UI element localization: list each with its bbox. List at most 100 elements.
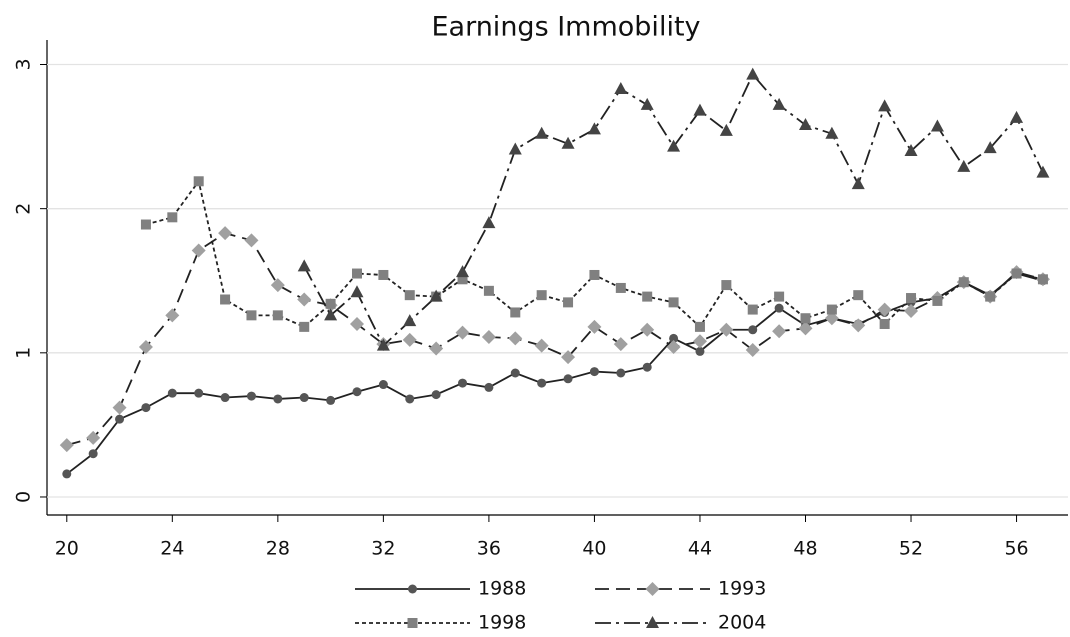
data-point — [297, 292, 312, 307]
data-point — [906, 293, 917, 304]
data-point — [456, 265, 470, 278]
data-point — [879, 318, 890, 329]
legend-marker — [646, 616, 659, 628]
data-point — [510, 368, 520, 378]
data-point — [59, 438, 74, 453]
data-point — [930, 119, 944, 132]
data-point — [325, 298, 336, 309]
legend-marker — [408, 584, 417, 594]
data-point — [851, 177, 865, 190]
data-point — [824, 311, 839, 326]
data-point — [404, 290, 415, 301]
data-point — [429, 289, 443, 302]
data-point — [746, 67, 760, 80]
x-tick-label: 48 — [793, 538, 817, 560]
data-point — [191, 243, 206, 258]
data-point — [693, 103, 707, 116]
data-point — [115, 414, 125, 424]
data-point — [985, 291, 996, 302]
data-point — [877, 302, 892, 317]
data-point — [932, 295, 943, 306]
data-point — [218, 226, 233, 241]
data-point — [957, 159, 971, 172]
data-point — [403, 314, 417, 327]
data-point — [642, 362, 652, 372]
data-point — [86, 430, 101, 445]
chart-title: Earnings Immobility — [431, 12, 700, 43]
data-point — [537, 378, 547, 388]
x-tick-label: 52 — [899, 538, 923, 560]
data-point — [616, 368, 626, 378]
data-point — [800, 313, 811, 324]
data-point — [378, 380, 388, 390]
data-point — [246, 391, 256, 401]
data-point — [299, 393, 309, 403]
data-point — [482, 216, 496, 229]
data-point — [88, 449, 98, 459]
data-point — [983, 141, 997, 154]
data-point — [62, 469, 72, 479]
data-point — [561, 136, 575, 149]
data-point — [297, 259, 311, 272]
data-point — [615, 282, 626, 293]
data-point — [825, 126, 839, 139]
data-point — [719, 123, 733, 136]
data-point — [270, 278, 285, 293]
y-tick-label: 2 — [13, 203, 35, 215]
data-point — [455, 325, 470, 340]
data-point — [141, 403, 151, 413]
data-point — [904, 304, 919, 319]
x-tick-label: 40 — [582, 538, 606, 560]
data-point — [668, 297, 679, 308]
data-point — [405, 394, 415, 404]
x-tick-label: 28 — [266, 538, 290, 560]
x-tick-label: 24 — [160, 538, 184, 560]
data-point — [798, 321, 813, 336]
legend-label: 1988 — [478, 578, 526, 600]
data-point — [378, 269, 389, 280]
data-point — [666, 340, 681, 355]
data-point — [772, 324, 787, 339]
data-point — [483, 285, 494, 296]
data-point — [563, 297, 574, 308]
data-point — [484, 382, 494, 392]
data-point — [508, 142, 522, 155]
data-point — [351, 268, 362, 279]
data-point — [429, 341, 444, 356]
data-point — [640, 97, 654, 110]
series-line — [66, 272, 1044, 475]
data-point — [457, 274, 468, 285]
data-point — [587, 122, 601, 135]
data-point — [719, 322, 734, 337]
data-point — [798, 118, 812, 131]
data-point — [140, 219, 151, 230]
data-point — [510, 307, 521, 318]
x-tick-label: 44 — [688, 538, 712, 560]
data-point — [273, 394, 283, 404]
data-point — [694, 321, 705, 332]
data-point — [772, 97, 786, 110]
data-point — [536, 290, 547, 301]
data-point — [299, 321, 310, 332]
data-point — [853, 290, 864, 301]
x-tick-label: 20 — [55, 538, 79, 560]
data-point — [534, 338, 549, 353]
data-point — [613, 337, 628, 352]
data-point — [324, 308, 338, 321]
data-point — [165, 308, 180, 323]
data-point — [1036, 165, 1050, 178]
data-point — [851, 318, 866, 333]
data-point — [1011, 268, 1022, 279]
data-point — [640, 322, 655, 337]
data-point — [167, 212, 178, 223]
data-point — [721, 280, 732, 291]
data-point — [563, 374, 573, 384]
data-point — [1037, 274, 1048, 285]
x-tick-label: 56 — [1004, 538, 1028, 560]
data-point — [692, 334, 707, 349]
data-point — [272, 310, 283, 321]
y-tick-label: 0 — [13, 491, 35, 503]
data-point — [904, 144, 918, 157]
legend-marker — [407, 618, 418, 628]
